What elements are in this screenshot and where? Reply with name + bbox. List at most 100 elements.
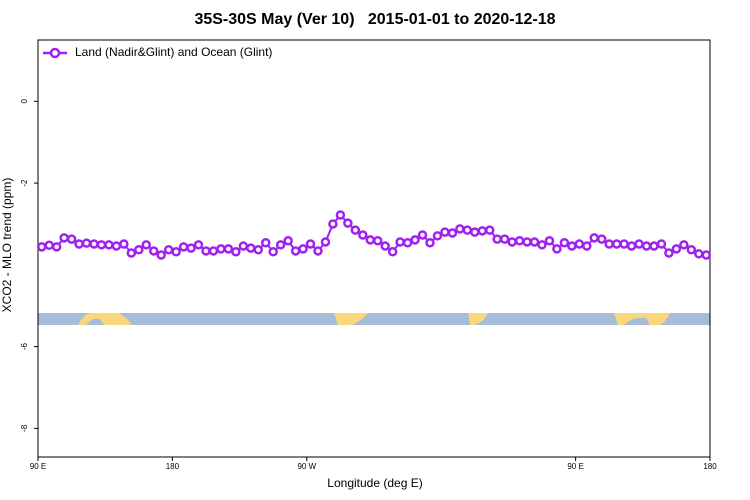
data-point — [440, 227, 450, 237]
data-point — [574, 239, 585, 249]
data-point — [671, 244, 682, 254]
y-axis-label: XCO2 - MLO trend (ppm) — [0, 178, 14, 313]
data-point — [701, 250, 712, 260]
data-point — [522, 237, 532, 247]
data-point — [559, 238, 570, 248]
data-point — [238, 241, 249, 251]
data-point — [372, 235, 383, 246]
data-point — [455, 224, 465, 234]
data-point — [305, 239, 316, 249]
x-tick-label: 90 E — [30, 462, 46, 471]
land-ocean-strip — [38, 313, 710, 325]
x-tick-label: 90 E — [567, 462, 583, 471]
data-point — [104, 240, 114, 250]
data-point — [641, 241, 652, 251]
x-tick-label: 180 — [166, 462, 180, 471]
data-point — [178, 242, 189, 252]
data-point — [208, 246, 219, 256]
data-point — [619, 239, 629, 249]
data-point — [260, 238, 271, 248]
data-point — [328, 219, 338, 229]
data-point — [156, 250, 166, 260]
y-tick-label: 0 — [20, 99, 29, 104]
data-point — [544, 235, 555, 246]
data-point — [470, 227, 480, 237]
data-point — [432, 231, 443, 241]
data-point — [477, 226, 488, 236]
legend-marker — [49, 47, 61, 59]
data-point — [365, 235, 376, 245]
data-point — [89, 239, 99, 249]
data-point — [694, 249, 704, 259]
data-point — [51, 242, 62, 252]
data-point — [186, 243, 196, 253]
data-point — [96, 240, 107, 250]
data-point — [686, 244, 697, 255]
data-point — [216, 244, 226, 254]
legend: Land (Nadir&Glint) and Ocean (Glint) — [43, 45, 272, 59]
data-point — [246, 243, 256, 253]
x-tick-label: 90 W — [297, 462, 316, 471]
data-point — [492, 234, 502, 244]
data-point — [350, 225, 361, 235]
data-point — [81, 238, 92, 248]
data-point — [193, 240, 204, 250]
data-point — [604, 239, 614, 249]
data-point — [283, 235, 293, 246]
data-point — [59, 233, 69, 243]
data-point — [119, 239, 129, 249]
data-point — [126, 248, 137, 258]
data-point — [313, 246, 323, 256]
data-point — [163, 244, 174, 255]
data-point — [514, 235, 525, 246]
data-point — [462, 225, 473, 235]
y-tick-label: -6 — [20, 343, 29, 351]
data-point — [231, 247, 241, 257]
data-point — [223, 244, 234, 254]
data-point — [679, 240, 689, 250]
chart-title: 35S-30S May (Ver 10) 2015-01-01 to 2020-… — [194, 11, 555, 28]
data-point — [253, 244, 264, 255]
data-point — [74, 239, 84, 249]
data-point — [148, 246, 159, 256]
data-point — [290, 246, 301, 256]
data-point — [529, 237, 540, 247]
data-point — [111, 241, 122, 251]
data-point — [171, 247, 181, 257]
data-point — [141, 240, 152, 250]
y-tick-label: -8 — [20, 424, 29, 432]
data-point — [611, 239, 622, 249]
data-point — [44, 240, 54, 250]
data-point — [589, 233, 600, 243]
data-point — [298, 244, 308, 254]
legend-label: Land (Nadir&Glint) and Ocean (Glint) — [75, 45, 272, 59]
x-axis-label: Longitude (deg E) — [327, 476, 422, 490]
data-point — [402, 238, 413, 248]
data-point — [410, 235, 420, 245]
data-point — [656, 239, 667, 249]
data-point — [499, 234, 510, 244]
data-point — [507, 237, 517, 247]
data-point — [320, 237, 331, 247]
data-point — [36, 242, 47, 252]
data-point — [626, 241, 637, 251]
data-point — [335, 210, 346, 220]
data-point — [582, 241, 592, 251]
y-tick-label: -2 — [20, 179, 29, 187]
data-point — [275, 240, 286, 250]
data-point — [596, 234, 607, 244]
data-point — [567, 241, 577, 251]
data-point — [268, 247, 278, 257]
data-point — [552, 244, 562, 254]
data-point — [66, 234, 77, 244]
data-point — [134, 244, 144, 255]
data-point — [537, 240, 547, 250]
data-point — [358, 230, 368, 240]
data-point — [395, 237, 405, 247]
data-point — [417, 230, 428, 240]
data-point — [201, 246, 211, 256]
data-point — [484, 225, 495, 235]
data-point — [380, 241, 390, 251]
data-point — [343, 218, 353, 228]
